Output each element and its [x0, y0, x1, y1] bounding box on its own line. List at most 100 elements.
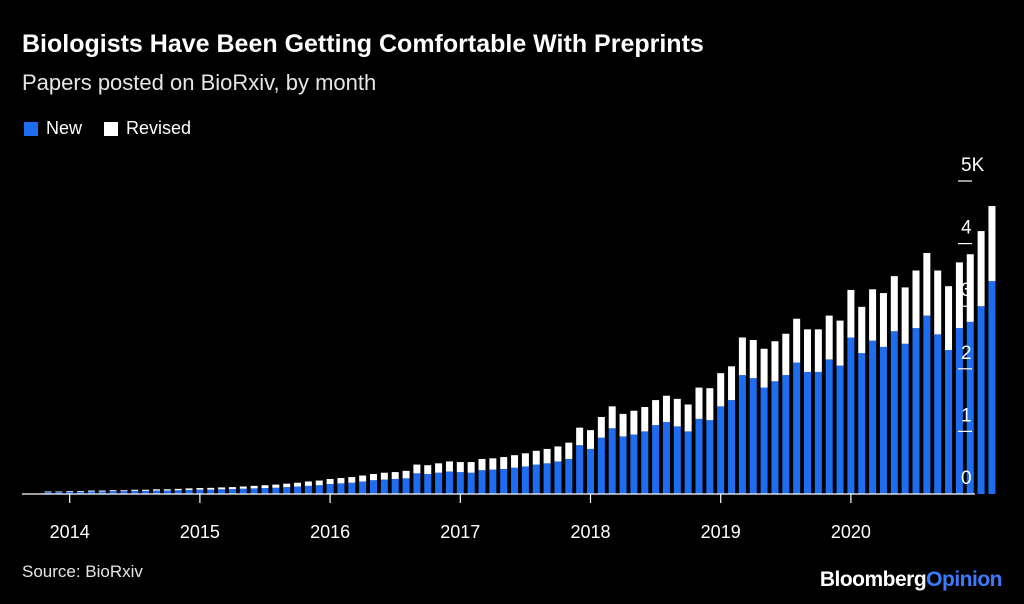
bar-new	[304, 485, 312, 494]
bar-new	[272, 487, 280, 494]
bar-revised	[380, 472, 388, 480]
bar-new	[315, 485, 323, 494]
bar-new	[771, 381, 779, 494]
bar-revised	[142, 489, 150, 491]
bar-revised	[55, 491, 63, 493]
bar-new	[717, 406, 725, 494]
bar-new	[478, 470, 486, 494]
bar-revised	[445, 461, 453, 472]
bar-revised	[782, 333, 790, 376]
bar-new	[652, 425, 660, 494]
bar-revised	[608, 406, 616, 429]
bar-new	[380, 479, 388, 494]
bar-new	[641, 431, 649, 494]
bar-new	[283, 487, 291, 494]
bar-revised	[272, 484, 280, 488]
bar-revised	[804, 329, 811, 372]
bar-new	[738, 375, 746, 494]
bar-new	[77, 491, 85, 494]
bar-revised	[728, 366, 736, 401]
bar-new	[239, 488, 247, 494]
bar-new	[511, 467, 519, 494]
bar-new	[793, 362, 801, 494]
bar-revised	[988, 206, 996, 282]
bar-new	[445, 471, 453, 494]
bar-revised	[847, 289, 855, 338]
bar-new	[250, 488, 258, 494]
x-tick-label: 2016	[310, 522, 350, 542]
bar-new	[337, 483, 345, 494]
bar-revised	[250, 485, 258, 489]
bar-revised	[565, 442, 573, 459]
bloomberg-opinion-logo: BloombergOpinion	[820, 568, 1003, 592]
bar-revised	[673, 398, 681, 427]
y-tick-label: 2	[961, 343, 972, 364]
bar-revised	[478, 458, 486, 471]
bar-revised	[228, 487, 236, 489]
bar-new	[142, 490, 150, 494]
bar-revised	[630, 410, 638, 435]
bar-revised	[109, 490, 117, 492]
bar-new	[163, 490, 171, 494]
bar-revised	[304, 481, 312, 486]
y-tick-label: 5K	[961, 155, 985, 176]
bar-revised	[196, 488, 204, 490]
bar-new	[684, 431, 692, 494]
bar-revised	[771, 341, 779, 382]
bar-new	[814, 371, 822, 494]
bar-new	[402, 478, 410, 494]
source-note: Source: BioRxiv	[22, 562, 143, 581]
bar-revised	[120, 490, 128, 492]
legend-swatch-revised	[104, 121, 119, 136]
bar-new	[185, 489, 193, 494]
bar-revised	[370, 473, 377, 481]
bar-revised	[402, 470, 410, 479]
x-tick-label: 2015	[180, 522, 220, 542]
bar-revised	[717, 373, 725, 407]
bar-new	[44, 492, 52, 494]
bar-revised	[315, 480, 323, 486]
bar-new	[576, 445, 584, 494]
bar-revised	[207, 487, 215, 490]
bar-new	[706, 420, 714, 494]
bar-new	[326, 483, 334, 494]
bar-new	[836, 365, 844, 494]
bar-revised	[652, 400, 660, 426]
bar-new	[749, 378, 757, 494]
bar-new	[413, 473, 421, 494]
bar-revised	[858, 306, 866, 354]
bar-new	[608, 428, 616, 494]
bar-revised	[163, 489, 171, 491]
bar-new	[858, 353, 866, 494]
bar-new	[55, 492, 63, 494]
bar-revised	[521, 453, 529, 467]
bar-revised	[749, 340, 757, 379]
bar-new	[945, 350, 953, 494]
bar-revised	[662, 395, 670, 423]
bar-revised	[901, 287, 909, 344]
bar-new	[890, 331, 898, 494]
bar-revised	[326, 478, 334, 484]
bar-revised	[239, 486, 247, 489]
bar-revised	[879, 293, 887, 347]
bar-revised	[641, 406, 649, 432]
bar-new	[912, 328, 920, 494]
legend-item-revised: Revised	[104, 118, 191, 139]
bar-new	[131, 490, 139, 494]
bar-new	[662, 422, 670, 494]
bar-new	[98, 491, 106, 494]
bar-new	[348, 482, 356, 494]
bar-revised	[456, 462, 464, 473]
bar-new	[554, 461, 562, 494]
bar-revised	[532, 450, 540, 465]
bar-new	[87, 491, 95, 494]
x-tick-label: 2017	[440, 522, 480, 542]
bar-revised	[87, 490, 95, 492]
bar-new	[619, 436, 627, 494]
bar-revised	[923, 252, 931, 316]
bar-revised	[836, 320, 844, 366]
bar-new	[261, 488, 269, 494]
bar-new	[728, 400, 736, 494]
bar-new	[467, 472, 475, 494]
